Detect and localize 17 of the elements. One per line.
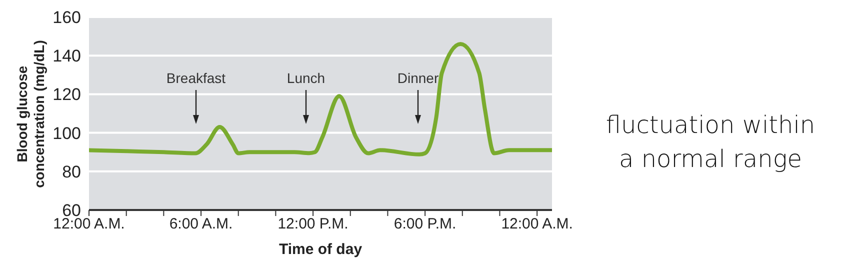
y-tick-label: 100: [52, 124, 81, 143]
x-tick-label: 6:00 A.M.: [169, 216, 233, 233]
line-series: [89, 42, 552, 156]
x-axis-title: Time of day: [278, 241, 363, 258]
y-tick-label: 80: [62, 162, 81, 182]
x-tick-label: 12:00 A.M.: [53, 216, 125, 233]
y-axis-title: Blood glucose concentration (mg/dL): [14, 39, 48, 190]
annotation: Lunch: [286, 70, 326, 86]
x-tick-label: 6:00 P.M.: [394, 216, 456, 233]
x-tick-label: 12:00 A.M.: [501, 216, 573, 233]
text: fluctuation within a normal range: [604, 110, 816, 175]
y-tick-label: 140: [52, 46, 81, 66]
y-tick-label: 120: [52, 85, 81, 104]
annotation: Dinner: [396, 70, 440, 86]
y-tick-label: 160: [52, 8, 81, 28]
x-tick-label: 12:00 P.M.: [278, 216, 348, 233]
annotation: Breakfast: [165, 70, 227, 86]
